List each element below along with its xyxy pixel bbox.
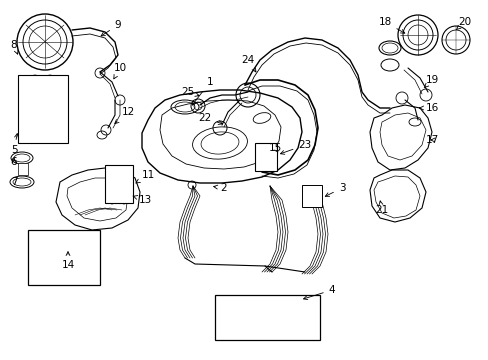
Text: 9: 9: [101, 20, 121, 36]
Text: 10: 10: [113, 63, 126, 79]
Bar: [105, 165, 133, 203]
Text: 18: 18: [378, 17, 404, 33]
Text: 5: 5: [11, 134, 19, 155]
Text: 11: 11: [136, 170, 154, 183]
Bar: [254, 143, 276, 171]
Text: 19: 19: [423, 75, 438, 88]
Text: 13: 13: [133, 195, 151, 205]
Text: 15: 15: [268, 143, 281, 153]
Bar: [18, 75, 68, 143]
Text: 7: 7: [11, 177, 17, 187]
Text: 6: 6: [11, 157, 17, 167]
Text: 3: 3: [325, 183, 345, 196]
Text: 1: 1: [192, 77, 213, 105]
Bar: [215, 295, 319, 340]
Text: 17: 17: [425, 135, 438, 145]
Text: 4: 4: [303, 285, 335, 300]
Text: 21: 21: [375, 201, 388, 215]
Text: 2: 2: [213, 183, 227, 193]
Text: 8: 8: [11, 40, 18, 54]
Text: 24: 24: [241, 55, 255, 72]
Text: 25: 25: [181, 87, 199, 97]
Bar: [18, 163, 28, 175]
Bar: [302, 185, 321, 207]
Bar: [28, 230, 100, 285]
Text: 23: 23: [280, 140, 311, 154]
Text: 16: 16: [419, 103, 438, 113]
Text: 22: 22: [198, 113, 222, 125]
Text: 20: 20: [455, 17, 470, 30]
Text: 12: 12: [115, 107, 134, 123]
Text: 14: 14: [61, 252, 75, 270]
